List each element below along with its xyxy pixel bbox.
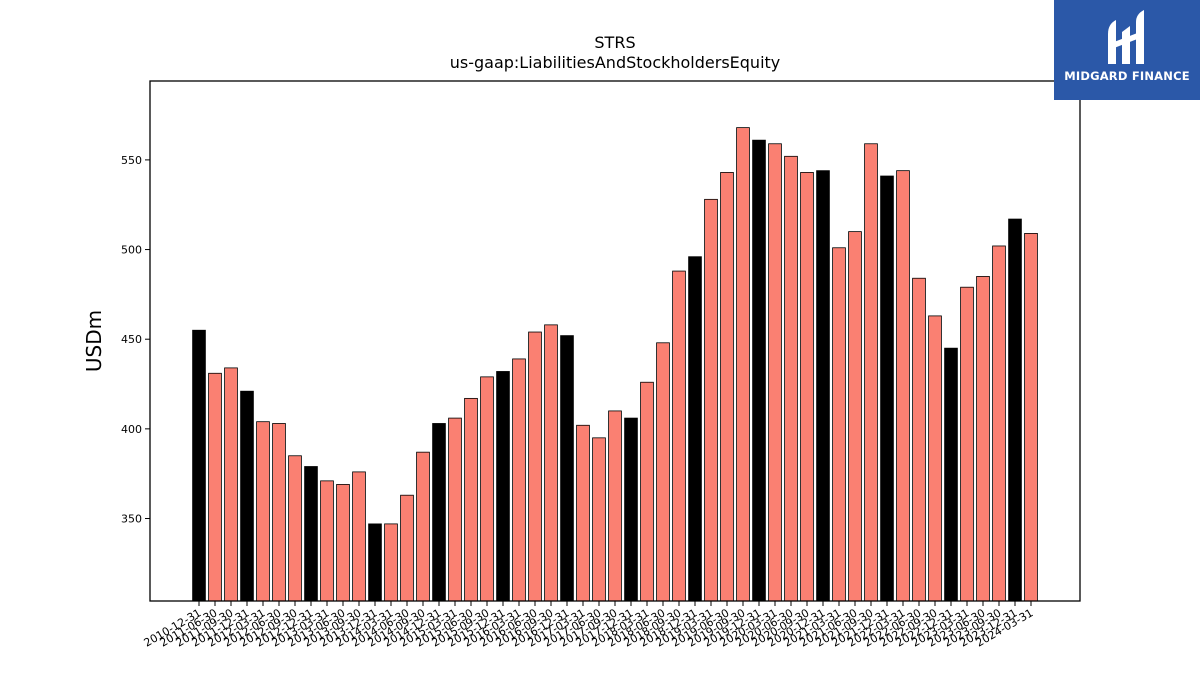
bar-2022-06-30 (912, 277, 926, 602)
bar-2012-06-30 (272, 423, 286, 602)
y-tick-label: 350 (121, 513, 142, 526)
bar-2022-09-30 (928, 315, 942, 602)
bar-2023-03-31 (960, 286, 974, 602)
bar-2014-06-30 (400, 494, 414, 602)
bar-2011-12-31 (240, 390, 254, 602)
bar-2019-06-30 (720, 172, 734, 602)
bar-2018-06-30 (656, 342, 670, 602)
company-logo: MIDGARD FINANCE (1054, 0, 1200, 100)
bar-2020-03-31 (768, 143, 782, 602)
bar-2019-12-31 (752, 139, 766, 602)
bar-2012-03-31 (256, 421, 270, 602)
y-tick-label: 400 (121, 423, 142, 436)
bar-2011-06-30 (208, 372, 222, 602)
y-tick-label: 550 (121, 154, 142, 167)
bar-2013-09-30 (352, 471, 366, 602)
bar-2022-12-31 (944, 347, 958, 602)
bar-2023-06-30 (976, 276, 990, 602)
bar-2015-03-31 (448, 417, 462, 602)
bar-2022-03-31 (896, 170, 910, 602)
bar-2011-09-30 (224, 367, 238, 602)
bar-2017-06-30 (592, 437, 606, 602)
bar-2018-12-31 (688, 256, 702, 602)
bar-2021-12-31 (880, 175, 894, 602)
bar-2018-09-30 (672, 270, 686, 602)
x-axis-ticks: 2010-12-312011-06-302011-09-302011-12-31… (142, 601, 1036, 650)
bar-2020-09-30 (800, 172, 814, 602)
bar-2019-03-31 (704, 198, 718, 602)
logo-text: MIDGARD FINANCE (1064, 69, 1190, 83)
bar-2021-06-30 (848, 231, 862, 602)
bar-2014-03-31 (384, 523, 398, 602)
bar-2021-03-31 (832, 247, 846, 602)
bar-2015-12-31 (496, 371, 510, 602)
bar-2012-12-31 (304, 466, 318, 602)
bar-2017-12-31 (624, 417, 638, 602)
bar-2024-03-31 (1024, 233, 1038, 602)
chart-subtitle: us-gaap:LiabilitiesAndStockholdersEquity (450, 53, 781, 72)
bar-2014-09-30 (416, 451, 430, 602)
bar-2023-12-31 (1008, 218, 1022, 602)
bar-2015-06-30 (464, 397, 478, 602)
y-axis-ticks: 350 400 450 500 550 (121, 154, 150, 526)
bar-2010-12-31 (192, 329, 206, 602)
bar-2016-09-30 (544, 324, 558, 602)
logo-mark-icon (1108, 10, 1144, 64)
bar-2014-12-31 (432, 423, 446, 602)
bar-2017-09-30 (608, 410, 622, 602)
bar-2019-09-30 (736, 127, 750, 602)
y-tick-label: 500 (121, 244, 142, 257)
y-axis-label: USDm (82, 310, 106, 372)
bar-2021-09-30 (864, 143, 878, 602)
bar-2013-03-31 (320, 480, 334, 602)
bar-2016-03-31 (512, 358, 526, 602)
bar-group (192, 127, 1038, 602)
bar-2013-12-31 (368, 523, 382, 602)
bar-2020-06-30 (784, 155, 798, 602)
bar-2015-09-30 (480, 376, 494, 602)
bar-2023-09-30 (992, 245, 1006, 602)
y-tick-label: 450 (121, 333, 142, 346)
bar-2017-03-31 (576, 424, 590, 602)
bar-2020-12-31 (816, 170, 830, 602)
chart-title: STRS (594, 33, 635, 52)
bar-2016-06-30 (528, 331, 542, 602)
bar-2012-09-30 (288, 455, 302, 602)
bar-2013-06-30 (336, 484, 350, 602)
plot-frame (149, 80, 1081, 602)
bar-2018-03-31 (640, 381, 654, 602)
bar-2016-12-31 (560, 335, 574, 602)
